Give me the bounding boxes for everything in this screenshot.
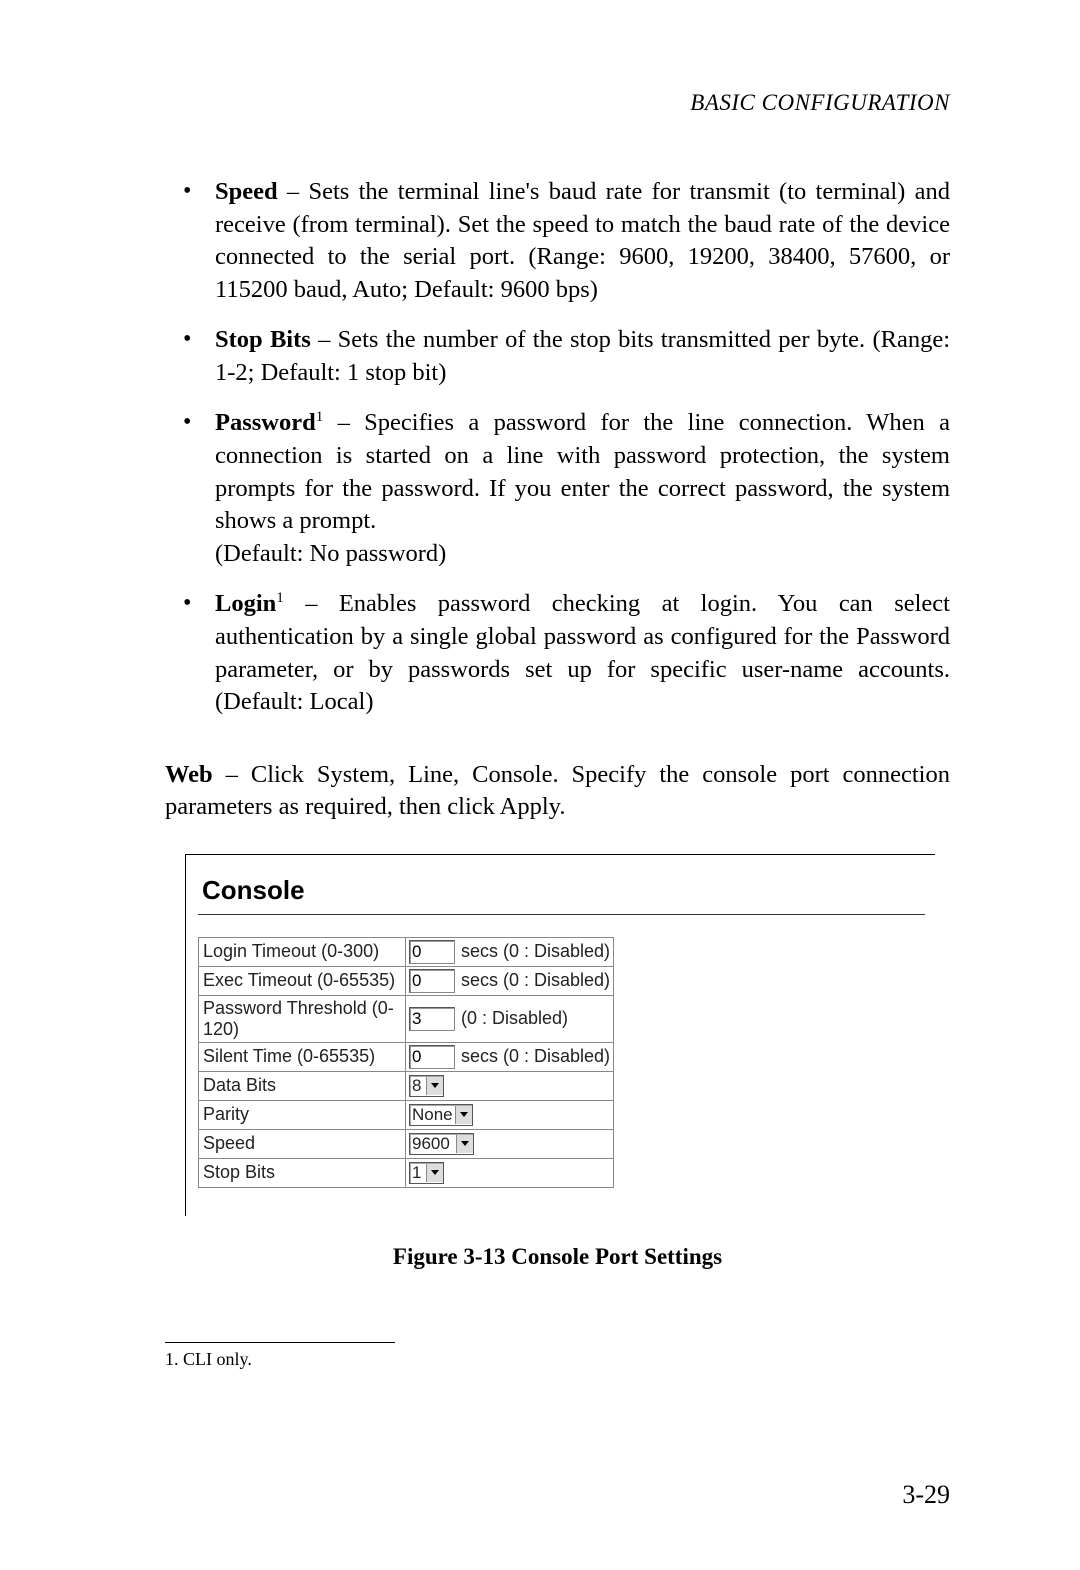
parameter-term: Speed (215, 178, 278, 205)
parameter-item: Password1 – Specifies a password for the… (165, 407, 950, 570)
page-header: BASIC CONFIGURATION (165, 90, 950, 116)
setting-select[interactable]: 9600 (409, 1133, 474, 1155)
console-row: Password Threshold (0-120) (0 : Disabled) (199, 995, 614, 1042)
setting-input[interactable] (409, 1045, 455, 1069)
console-title: Console (202, 875, 925, 906)
parameter-item: Speed – Sets the terminal line's baud ra… (165, 176, 950, 306)
footnote-rule (165, 1342, 395, 1343)
chevron-down-icon[interactable] (426, 1077, 443, 1095)
parameter-list: Speed – Sets the terminal line's baud ra… (165, 176, 950, 719)
setting-label: Speed (199, 1129, 406, 1158)
setting-label: Parity (199, 1100, 406, 1129)
setting-select[interactable]: 1 (409, 1162, 444, 1184)
console-row: Speed 9600 (199, 1129, 614, 1158)
setting-label: Silent Time (0-65535) (199, 1042, 406, 1071)
web-prefix: Web (165, 761, 213, 788)
chevron-down-icon[interactable] (426, 1164, 443, 1182)
parameter-term: Login (215, 590, 276, 617)
parameter-term: Password (215, 409, 316, 436)
setting-label: Password Threshold (0-120) (199, 995, 406, 1042)
setting-value-cell: (0 : Disabled) (406, 995, 614, 1042)
footnote-ref: 1 (276, 590, 284, 606)
chevron-down-icon[interactable] (456, 1135, 473, 1153)
setting-label: Data Bits (199, 1071, 406, 1100)
parameter-term: Stop Bits (215, 326, 311, 353)
web-instruction: Web – Click System, Line, Console. Speci… (165, 759, 950, 824)
setting-select[interactable]: 8 (409, 1075, 444, 1097)
setting-suffix: (0 : Disabled) (461, 1008, 568, 1029)
select-value: 9600 (412, 1134, 456, 1154)
console-row: Silent Time (0-65535) secs (0 : Disabled) (199, 1042, 614, 1071)
setting-label: Exec Timeout (0-65535) (199, 966, 406, 995)
footnote-marker: 1. (165, 1349, 179, 1369)
setting-select[interactable]: None (409, 1104, 473, 1126)
console-row: Exec Timeout (0-65535) secs (0 : Disabled… (199, 966, 614, 995)
setting-value-cell: 9600 (406, 1129, 614, 1158)
setting-input[interactable] (409, 940, 455, 964)
setting-suffix: secs (0 : Disabled) (461, 1046, 610, 1067)
chevron-down-icon[interactable] (455, 1106, 472, 1124)
console-row: Parity None (199, 1100, 614, 1129)
setting-value-cell: 1 (406, 1158, 614, 1187)
setting-input[interactable] (409, 1007, 455, 1031)
parameter-item: Stop Bits – Sets the number of the stop … (165, 324, 950, 389)
select-value: 1 (412, 1163, 426, 1183)
select-value: None (412, 1105, 455, 1125)
parameter-text: – Sets the terminal line's baud rate for… (215, 178, 950, 303)
parameter-item: Login1 – Enables password checking at lo… (165, 588, 950, 718)
setting-suffix: secs (0 : Disabled) (461, 941, 610, 962)
parameter-text: – Sets the number of the stop bits trans… (215, 326, 950, 386)
setting-label: Stop Bits (199, 1158, 406, 1187)
console-settings-table: Login Timeout (0-300) secs (0 : Disabled)… (198, 937, 614, 1188)
console-row: Login Timeout (0-300) secs (0 : Disabled) (199, 937, 614, 966)
parameter-text: (Default: No password) (215, 540, 446, 567)
parameter-text: – Enables password checking at login. Yo… (215, 590, 950, 715)
figure-caption: Figure 3-13 Console Port Settings (165, 1244, 950, 1270)
footnote: 1. CLI only. (165, 1349, 950, 1371)
setting-value-cell: secs (0 : Disabled) (406, 937, 614, 966)
console-row: Stop Bits 1 (199, 1158, 614, 1187)
setting-input[interactable] (409, 969, 455, 993)
web-text: – Click System, Line, Console. Specify t… (165, 761, 950, 821)
header-text: BASIC CONFIGURATION (690, 90, 950, 115)
console-divider (198, 914, 925, 915)
setting-label: Login Timeout (0-300) (199, 937, 406, 966)
select-value: 8 (412, 1076, 426, 1096)
setting-value-cell: secs (0 : Disabled) (406, 966, 614, 995)
parameter-text: – Specifies a password for the line conn… (215, 409, 950, 534)
console-row: Data Bits 8 (199, 1071, 614, 1100)
setting-suffix: secs (0 : Disabled) (461, 970, 610, 991)
footnote-text: CLI only. (183, 1349, 252, 1369)
page-number: 3-29 (902, 1480, 950, 1510)
setting-value-cell: None (406, 1100, 614, 1129)
setting-value-cell: secs (0 : Disabled) (406, 1042, 614, 1071)
console-screenshot: Console Login Timeout (0-300) secs (0 : D… (185, 854, 935, 1216)
setting-value-cell: 8 (406, 1071, 614, 1100)
